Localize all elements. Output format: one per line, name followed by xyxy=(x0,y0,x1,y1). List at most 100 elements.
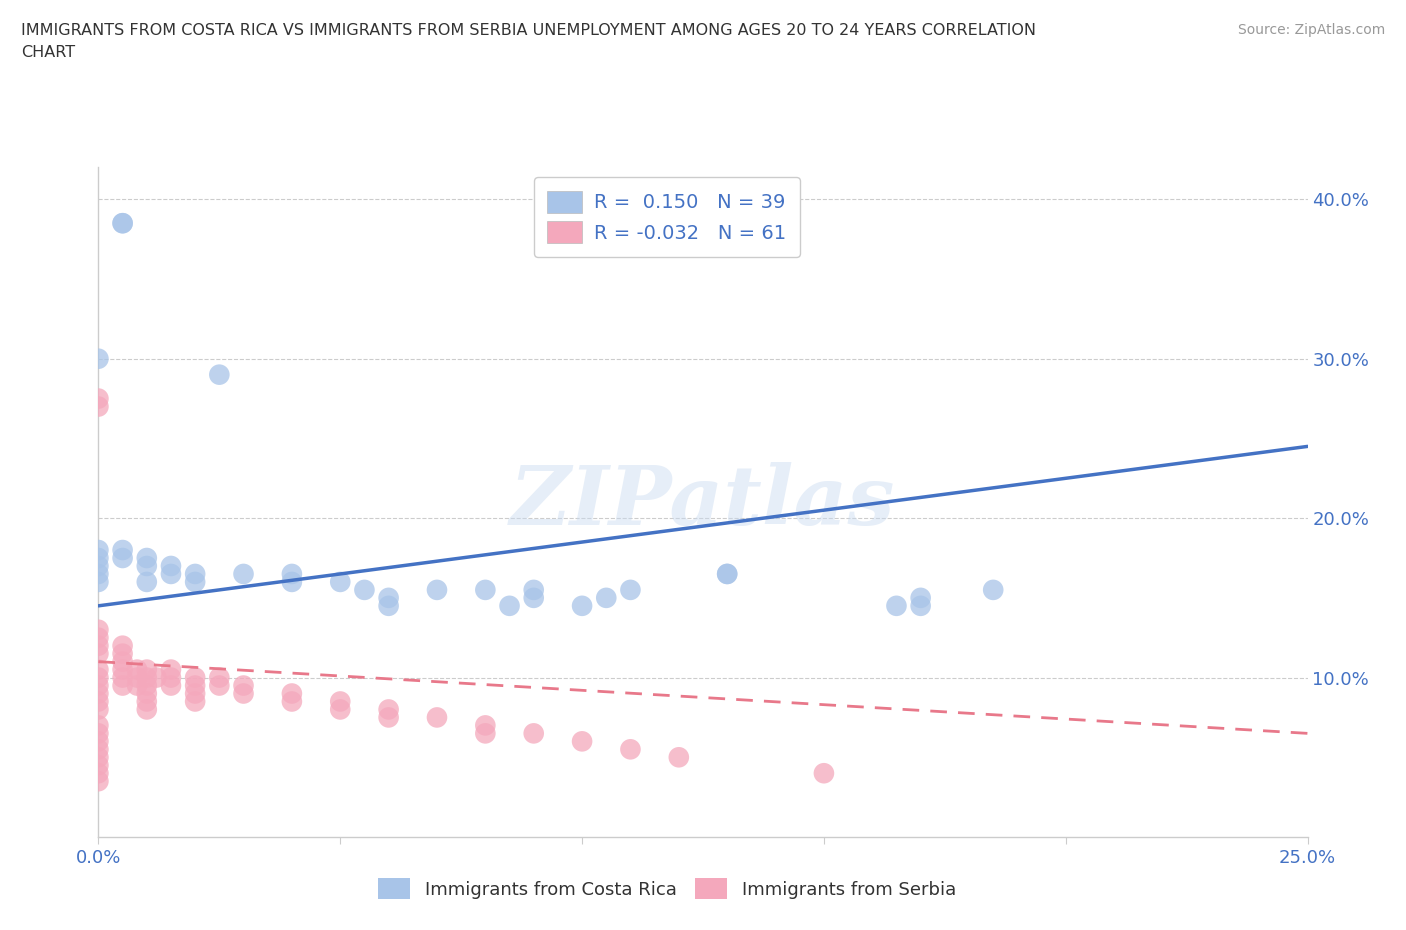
Point xyxy=(981,582,1004,597)
Point xyxy=(523,726,546,741)
Point xyxy=(426,582,449,597)
Point xyxy=(111,662,134,677)
Point xyxy=(281,686,304,701)
Point xyxy=(87,352,110,366)
Point xyxy=(87,694,110,709)
Point xyxy=(87,551,110,565)
Point xyxy=(208,367,231,382)
Point xyxy=(184,566,207,581)
Point xyxy=(160,662,183,677)
Point xyxy=(208,678,231,693)
Point xyxy=(619,742,641,757)
Point xyxy=(87,631,110,645)
Point xyxy=(135,686,157,701)
Point xyxy=(135,575,157,590)
Point xyxy=(87,686,110,701)
Point xyxy=(377,591,399,605)
Point xyxy=(87,622,110,637)
Legend: Immigrants from Costa Rica, Immigrants from Serbia: Immigrants from Costa Rica, Immigrants f… xyxy=(368,870,965,909)
Point xyxy=(474,582,496,597)
Point xyxy=(111,671,134,685)
Point xyxy=(886,598,908,613)
Point xyxy=(184,575,207,590)
Point xyxy=(87,702,110,717)
Text: ZIPatlas: ZIPatlas xyxy=(510,462,896,542)
Point xyxy=(135,671,157,685)
Point xyxy=(145,671,167,685)
Point xyxy=(232,686,254,701)
Point xyxy=(184,671,207,685)
Point xyxy=(87,774,110,789)
Point xyxy=(571,598,593,613)
Point xyxy=(87,542,110,557)
Point xyxy=(184,686,207,701)
Point xyxy=(232,566,254,581)
Point xyxy=(87,671,110,685)
Point xyxy=(135,551,157,565)
Point xyxy=(87,718,110,733)
Point xyxy=(377,710,399,724)
Point xyxy=(716,566,738,581)
Point xyxy=(474,726,496,741)
Point xyxy=(208,671,231,685)
Point xyxy=(127,671,149,685)
Point xyxy=(160,678,183,693)
Point xyxy=(329,575,352,590)
Point xyxy=(87,758,110,773)
Point xyxy=(281,694,304,709)
Point xyxy=(160,566,183,581)
Point xyxy=(87,638,110,653)
Point xyxy=(87,734,110,749)
Text: Source: ZipAtlas.com: Source: ZipAtlas.com xyxy=(1237,23,1385,37)
Point xyxy=(160,671,183,685)
Point xyxy=(813,765,835,780)
Point xyxy=(87,566,110,581)
Point xyxy=(377,702,399,717)
Point xyxy=(135,662,157,677)
Point xyxy=(281,566,304,581)
Point xyxy=(329,694,352,709)
Point xyxy=(87,750,110,764)
Point xyxy=(910,591,932,605)
Point xyxy=(111,638,134,653)
Point xyxy=(111,678,134,693)
Point xyxy=(523,591,546,605)
Point xyxy=(135,559,157,574)
Point xyxy=(474,718,496,733)
Point xyxy=(498,598,520,613)
Point xyxy=(329,702,352,717)
Point xyxy=(232,678,254,693)
Point xyxy=(135,702,157,717)
Point xyxy=(87,392,110,406)
Point xyxy=(111,216,134,231)
Point xyxy=(668,750,690,764)
Point xyxy=(281,575,304,590)
Point xyxy=(87,646,110,661)
Point xyxy=(160,559,183,574)
Point xyxy=(127,662,149,677)
Text: IMMIGRANTS FROM COSTA RICA VS IMMIGRANTS FROM SERBIA UNEMPLOYMENT AMONG AGES 20 : IMMIGRANTS FROM COSTA RICA VS IMMIGRANTS… xyxy=(21,23,1036,38)
Point xyxy=(377,598,399,613)
Point xyxy=(87,559,110,574)
Point xyxy=(87,765,110,780)
Point xyxy=(353,582,375,597)
Point xyxy=(111,216,134,231)
Point xyxy=(87,575,110,590)
Point xyxy=(87,742,110,757)
Point xyxy=(87,678,110,693)
Point xyxy=(716,566,738,581)
Point xyxy=(426,710,449,724)
Point xyxy=(111,542,134,557)
Point xyxy=(111,654,134,669)
Point xyxy=(111,646,134,661)
Point xyxy=(910,598,932,613)
Point xyxy=(619,582,641,597)
Point xyxy=(595,591,617,605)
Point xyxy=(87,399,110,414)
Point xyxy=(571,734,593,749)
Point xyxy=(87,726,110,741)
Point xyxy=(523,582,546,597)
Point xyxy=(135,694,157,709)
Point xyxy=(184,694,207,709)
Point xyxy=(87,662,110,677)
